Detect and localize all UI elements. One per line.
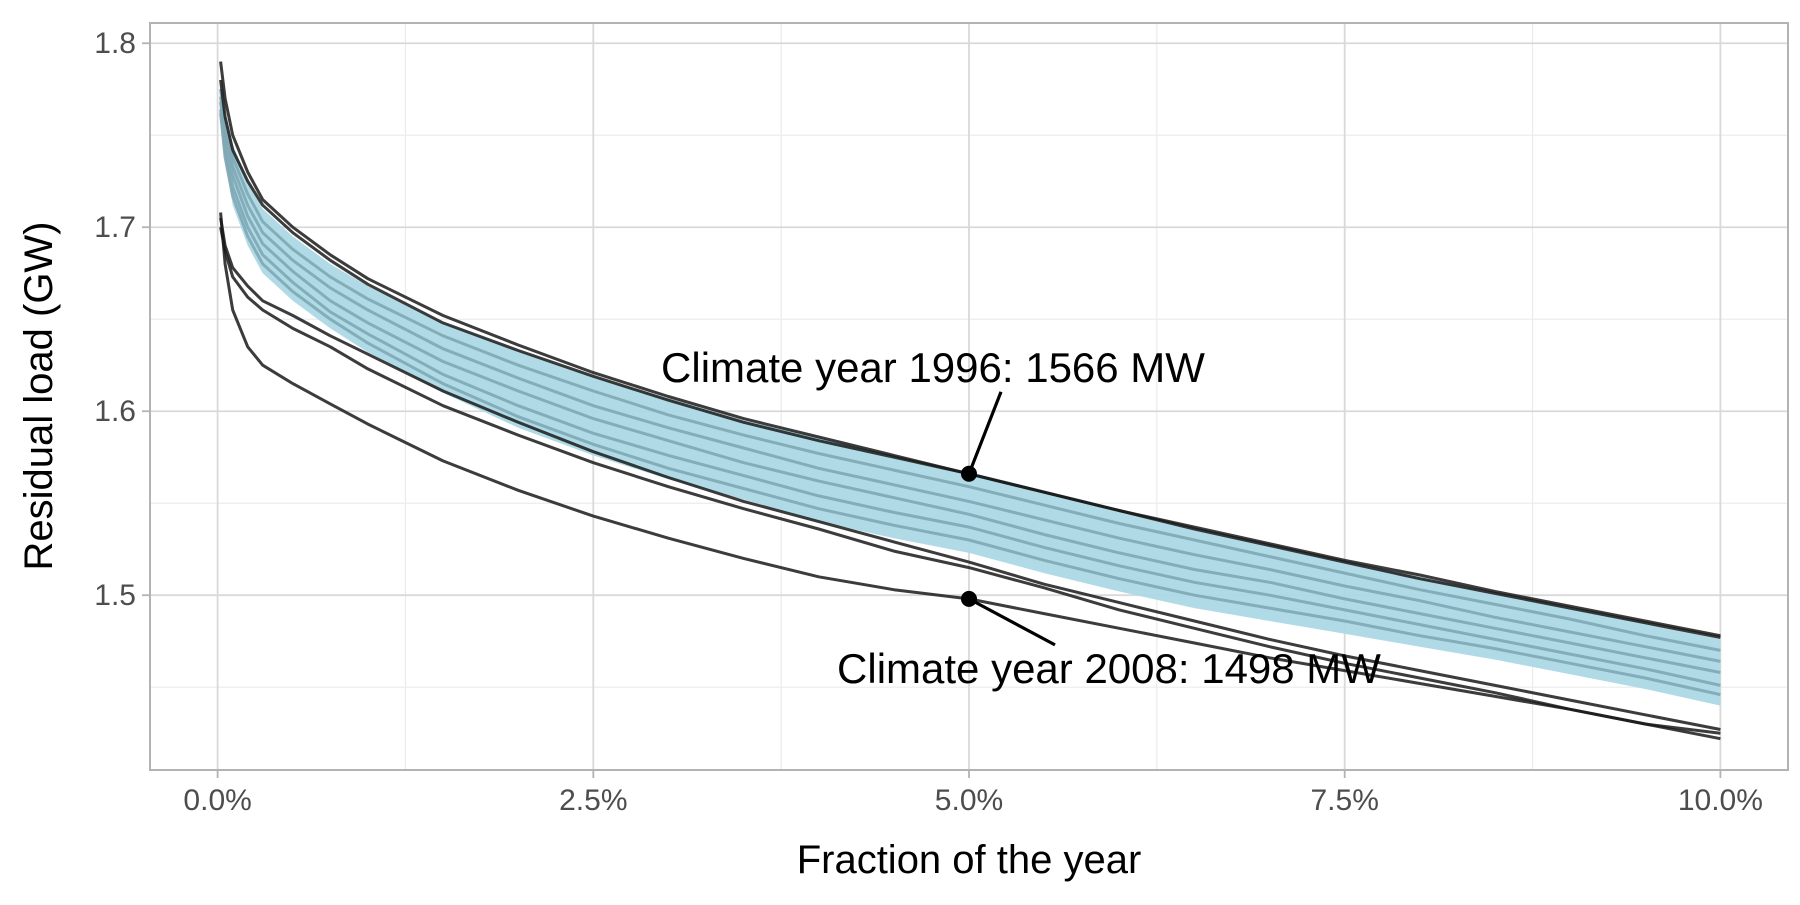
extreme-series-line (219, 226, 1721, 741)
ensemble-series-line (219, 89, 1721, 652)
y-axis: 1.5 1.6 1.7 1.8 (94, 27, 150, 612)
y-axis-title: Residual load (GW) (17, 221, 61, 570)
y-tick-label: 1.7 (94, 211, 136, 244)
ensemble-series-line (219, 113, 1721, 697)
annotation-label: Climate year 2008: 1498 MW (837, 645, 1381, 692)
ensemble-layer (219, 80, 1721, 706)
extreme-series-line (219, 61, 1721, 639)
x-tick-label: 10.0% (1678, 784, 1763, 817)
extreme-series-line (219, 217, 1721, 731)
annotation-label: Climate year 1996: 1566 MW (661, 344, 1205, 391)
annotation-layer: Climate year 1996: 1566 MW Climate year 2… (661, 344, 1381, 692)
y-tick-label: 1.8 (94, 27, 136, 60)
x-tick-label: 7.5% (1310, 784, 1378, 817)
ensemble-series-line (219, 101, 1721, 674)
y-tick-label: 1.5 (94, 579, 136, 612)
x-tick-label: 5.0% (935, 784, 1003, 817)
y-tick-label: 1.6 (94, 395, 136, 428)
extreme-series-layer (219, 61, 1721, 741)
annotation-leader-line (967, 391, 1003, 475)
extreme-series-line (219, 212, 1721, 735)
x-axis: 0.0% 2.5% 5.0% 7.5% 10.0% (183, 770, 1763, 817)
ensemble-series-line (219, 109, 1721, 687)
x-tick-label: 0.0% (183, 784, 251, 817)
ensemble-series-line (219, 96, 1721, 663)
x-tick-label: 2.5% (559, 784, 627, 817)
annotation-leader-line (968, 597, 1056, 647)
annotation-point (961, 590, 977, 607)
annotation-point (961, 465, 977, 482)
x-axis-title: Fraction of the year (797, 838, 1142, 882)
extreme-series-line (219, 79, 1721, 638)
